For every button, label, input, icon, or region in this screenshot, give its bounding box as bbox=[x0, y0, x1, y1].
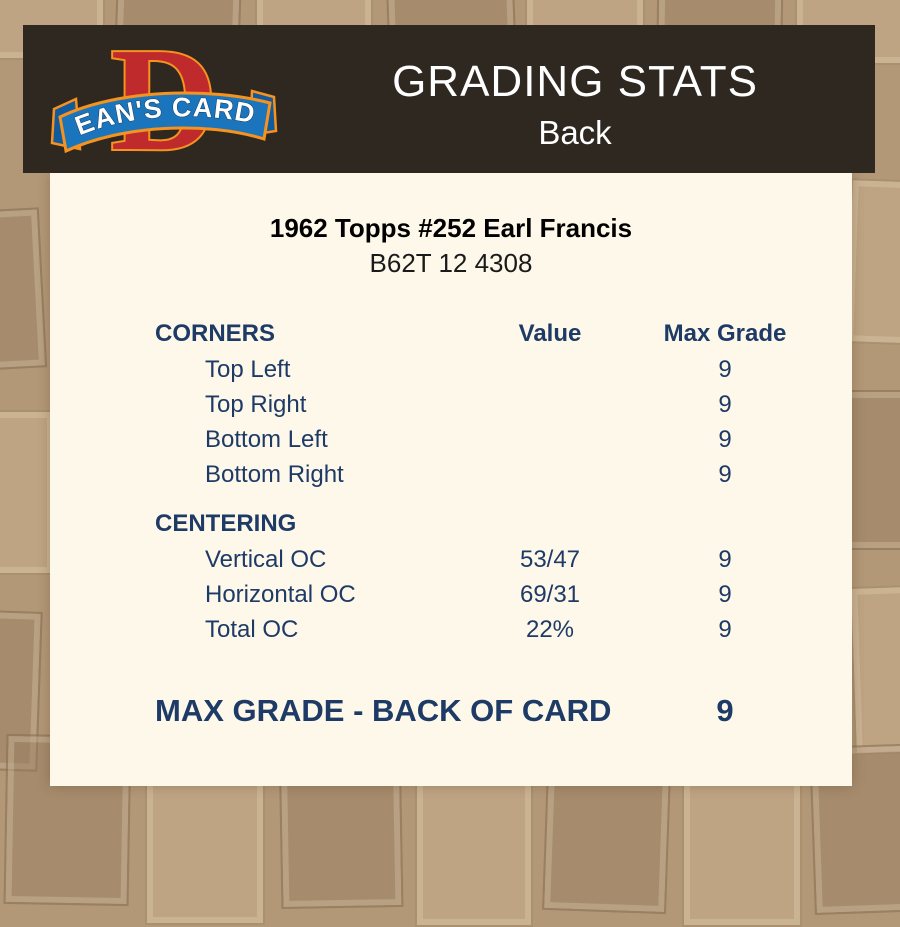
row-max-grade: 9 bbox=[718, 615, 732, 643]
logo-ribbon bbox=[58, 91, 272, 154]
card-serial-number: B62T 12 4308 bbox=[369, 248, 533, 278]
row-max-grade: 9 bbox=[718, 460, 732, 488]
row-label: Total OC bbox=[205, 615, 299, 643]
row-label: Vertical OC bbox=[205, 545, 327, 573]
table-row-bottom-right: Bottom Right 9 bbox=[155, 457, 815, 492]
card-title: 1962 Topps #252 Earl Francis bbox=[269, 213, 633, 243]
table-row-horizontal-oc: Horizontal OC 69/31 9 bbox=[155, 577, 815, 612]
table-row-vertical-oc: Vertical OC 53/47 9 bbox=[155, 542, 815, 577]
section-header-corners: CORNERS bbox=[155, 320, 276, 347]
table-row-bottom-left: Bottom Left 9 bbox=[155, 422, 815, 457]
table-row-total-oc: Total OC 22% 9 bbox=[155, 612, 815, 647]
page-subtitle: Back bbox=[538, 113, 612, 151]
table-row-top-right: Top Right 9 bbox=[155, 387, 815, 422]
deans-cards-logo: D DEAN'S CARDS bbox=[48, 35, 278, 165]
row-max-grade: 9 bbox=[718, 355, 732, 383]
column-header-value: Value bbox=[518, 320, 582, 347]
grading-table: CORNERS Value Max Grade Top Left 9 Top R… bbox=[155, 316, 815, 733]
row-max-grade: 9 bbox=[718, 580, 732, 608]
row-label: Horizontal OC bbox=[205, 580, 356, 608]
column-header-max-grade: Max Grade bbox=[663, 320, 787, 347]
row-label: Bottom Left bbox=[205, 425, 328, 453]
section-header-centering: CENTERING bbox=[155, 510, 297, 537]
header-bar: D DEAN'S CARDS GRADING STATS Back bbox=[23, 25, 875, 173]
table-header-row: CORNERS Value Max Grade bbox=[155, 316, 815, 352]
max-grade-summary-label: MAX GRADE - BACK OF CARD bbox=[155, 693, 612, 728]
table-row-top-left: Top Left 9 bbox=[155, 352, 815, 387]
row-value: 53/47 bbox=[519, 545, 581, 573]
row-max-grade: 9 bbox=[718, 545, 732, 573]
row-max-grade: 9 bbox=[718, 425, 732, 453]
row-label: Bottom Right bbox=[205, 460, 344, 488]
section-header-row-centering: CENTERING bbox=[155, 506, 815, 542]
row-value: 22% bbox=[525, 615, 575, 643]
max-grade-summary-value: 9 bbox=[716, 693, 734, 728]
max-grade-summary-row: MAX GRADE - BACK OF CARD 9 bbox=[155, 689, 815, 733]
row-max-grade: 9 bbox=[718, 390, 732, 418]
row-label: Top Right bbox=[205, 390, 307, 418]
row-label: Top Left bbox=[205, 355, 291, 383]
page-title: GRADING STATS bbox=[392, 56, 758, 106]
grading-stats-panel: 1962 Topps #252 Earl Francis B62T 12 430… bbox=[50, 173, 852, 786]
row-value: 69/31 bbox=[519, 580, 581, 608]
header-text-block: GRADING STATS Back bbox=[283, 25, 867, 173]
